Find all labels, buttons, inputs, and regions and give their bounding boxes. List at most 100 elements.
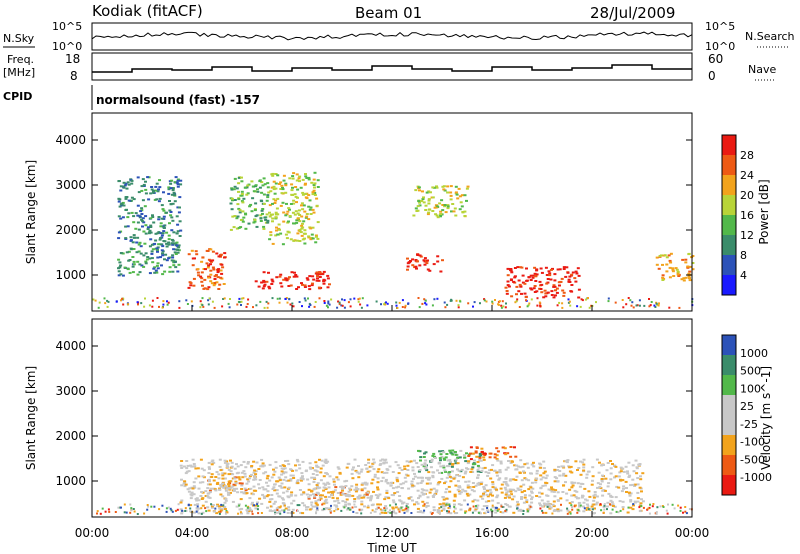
heatmap-cell bbox=[509, 446, 513, 448]
heatmap-cell bbox=[273, 202, 277, 204]
heatmap-cell bbox=[248, 497, 252, 500]
heatmap-cell bbox=[291, 474, 295, 477]
heatmap-cell bbox=[407, 261, 411, 264]
heatmap-cell bbox=[460, 205, 464, 208]
heatmap-cell bbox=[259, 214, 263, 217]
heatmap-cell bbox=[504, 286, 508, 289]
heatmap-cell bbox=[627, 476, 631, 478]
heatmap-cell bbox=[423, 452, 426, 455]
heatmap-cell bbox=[538, 280, 542, 283]
heatmap-cell bbox=[192, 493, 196, 496]
heatmap-cell bbox=[254, 202, 258, 205]
heatmap-cell bbox=[507, 285, 511, 288]
heatmap-cell bbox=[438, 503, 442, 506]
ground-scatter-cell bbox=[256, 503, 259, 506]
heatmap-cell bbox=[282, 467, 286, 470]
heatmap-cell bbox=[182, 482, 186, 485]
ground-scatter-cell bbox=[176, 508, 179, 511]
heatmap-cell bbox=[239, 194, 243, 197]
heatmap-cell bbox=[478, 512, 482, 515]
heatmap-cell bbox=[326, 481, 330, 484]
heatmap-cell bbox=[301, 475, 304, 478]
heatmap-cell bbox=[261, 208, 265, 210]
heatmap-cell bbox=[458, 474, 462, 477]
heatmap-cell bbox=[686, 266, 690, 269]
colorbar-tick-label: -500 bbox=[740, 453, 765, 466]
heatmap-cell bbox=[424, 209, 428, 211]
heatmap-cell bbox=[622, 485, 626, 488]
heatmap-cell bbox=[310, 181, 314, 184]
ground-scatter-cell bbox=[307, 297, 309, 300]
heatmap-cell bbox=[292, 477, 296, 479]
ground-scatter-cell bbox=[655, 512, 658, 515]
ground-scatter-cell bbox=[310, 503, 313, 506]
heatmap-cell bbox=[223, 477, 227, 480]
heatmap-cell bbox=[154, 269, 158, 272]
heatmap-cell bbox=[179, 179, 183, 182]
heatmap-cell bbox=[149, 192, 153, 195]
heatmap-cell bbox=[277, 476, 281, 479]
date-title: 28/Jul/2009 bbox=[590, 4, 675, 22]
heatmap-cell bbox=[446, 205, 450, 208]
ground-scatter-cell bbox=[283, 511, 286, 514]
heatmap-cell bbox=[445, 502, 449, 505]
heatmap-cell bbox=[304, 173, 307, 175]
x-tick-label: 04:00 bbox=[175, 526, 210, 540]
heatmap-cell bbox=[267, 271, 270, 274]
heatmap-cell bbox=[157, 216, 161, 218]
heatmap-cell bbox=[498, 469, 502, 472]
heatmap-cell bbox=[302, 220, 306, 223]
heatmap-cell bbox=[207, 286, 211, 289]
heatmap-cell bbox=[263, 216, 267, 219]
heatmap-cell bbox=[585, 499, 589, 502]
heatmap-cell bbox=[419, 459, 422, 462]
ground-scatter-cell bbox=[92, 298, 95, 301]
heatmap-cell bbox=[577, 497, 581, 500]
heatmap-cell bbox=[148, 229, 152, 232]
heatmap-cell bbox=[395, 486, 399, 489]
ground-scatter-cell bbox=[325, 304, 328, 307]
heatmap-cell bbox=[197, 499, 201, 502]
heatmap-cell bbox=[380, 509, 384, 512]
heatmap-cell bbox=[311, 275, 315, 278]
heatmap-cell bbox=[523, 496, 527, 499]
ground-scatter-cell bbox=[140, 302, 143, 305]
heatmap-cell bbox=[192, 463, 196, 465]
heatmap-cell bbox=[638, 464, 642, 466]
ground-scatter-cell bbox=[561, 306, 564, 309]
ground-scatter-cell bbox=[247, 298, 250, 301]
heatmap-cell bbox=[508, 488, 512, 491]
ground-scatter-cell bbox=[136, 513, 139, 515]
heatmap-cell bbox=[315, 484, 319, 486]
heatmap-cell bbox=[289, 203, 293, 205]
heatmap-cell bbox=[203, 287, 207, 290]
ground-scatter-cell bbox=[546, 505, 549, 508]
heatmap-cell bbox=[687, 253, 691, 256]
heatmap-cell bbox=[522, 501, 526, 504]
heatmap-cell bbox=[406, 268, 409, 271]
heatmap-cell bbox=[539, 504, 542, 507]
heatmap-cell bbox=[227, 480, 231, 483]
heatmap-cell bbox=[226, 462, 230, 465]
heatmap-cell bbox=[545, 504, 549, 507]
ground-scatter-cell bbox=[662, 506, 665, 508]
heatmap-cell bbox=[411, 466, 415, 469]
heatmap-cell bbox=[476, 504, 480, 507]
heatmap-cell bbox=[280, 482, 284, 485]
heatmap-cell bbox=[363, 505, 366, 508]
heatmap-cell bbox=[162, 230, 166, 233]
heatmap-cell bbox=[174, 260, 177, 263]
heatmap-cell bbox=[264, 218, 268, 221]
heatmap-cell bbox=[295, 288, 299, 290]
heatmap-cell bbox=[239, 219, 243, 221]
heatmap-cell bbox=[491, 483, 495, 486]
heatmap-cell bbox=[371, 462, 375, 465]
heatmap-cell bbox=[341, 492, 345, 495]
heatmap-cell bbox=[296, 482, 300, 485]
ground-scatter-cell bbox=[627, 506, 630, 509]
heatmap-cell bbox=[500, 491, 504, 494]
heatmap-cell bbox=[315, 204, 319, 207]
heatmap-cell bbox=[305, 469, 308, 472]
ground-scatter-cell bbox=[162, 300, 165, 303]
